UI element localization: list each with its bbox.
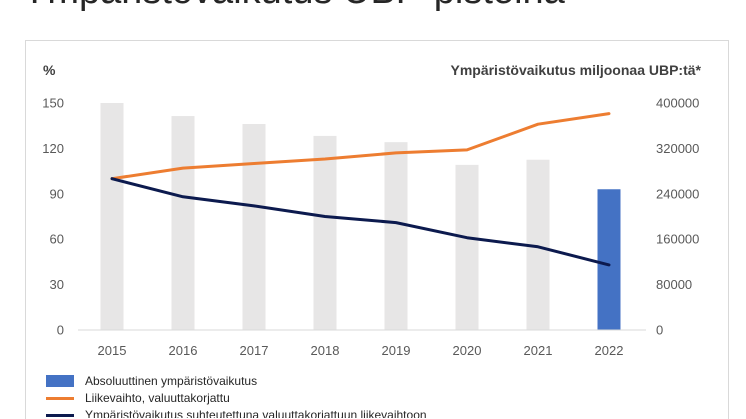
y-left-tick-label: 0 xyxy=(57,323,64,338)
x-tick-label-2019: 2019 xyxy=(382,343,411,358)
bar-2021 xyxy=(526,159,550,330)
legend-item-relative: Ympäristövaikutus suhteutettuna valuutta… xyxy=(46,406,686,418)
y-right-tick-label: 80000 xyxy=(656,277,692,292)
legend-swatch-relative-line xyxy=(46,409,74,418)
x-tick-label-2015: 2015 xyxy=(98,343,127,358)
x-tick-label-2022: 2022 xyxy=(595,343,624,358)
legend-label-relative: Ympäristövaikutus suhteutettuna valuutta… xyxy=(85,408,427,418)
y-right-tick-label: 160000 xyxy=(656,232,699,247)
bar-2017 xyxy=(242,123,266,330)
legend-label-revenue: Liikevaihto, valuuttakorjattu xyxy=(85,390,230,405)
legend-swatch-bar xyxy=(46,374,74,387)
legend-swatch-revenue-line xyxy=(46,392,74,404)
bar-2020 xyxy=(455,164,479,330)
y-right-tick-label: 240000 xyxy=(656,186,699,201)
x-tick-label-2017: 2017 xyxy=(240,343,269,358)
bar-2019 xyxy=(384,142,408,330)
chart-card xyxy=(25,40,729,419)
chart-legend: Absoluuttinen ympäristövaikutus Liikevai… xyxy=(46,372,686,419)
x-tick-label-2016: 2016 xyxy=(169,343,198,358)
bar-2015 xyxy=(100,103,124,330)
legend-item-absolute: Absoluuttinen ympäristövaikutus xyxy=(46,372,686,389)
bar-2022 xyxy=(597,189,621,330)
x-tick-label-2021: 2021 xyxy=(524,343,553,358)
page-title-clip: Ympäristövaikutus UBP-pisteinä xyxy=(22,0,722,12)
y-right-axis-title: Ympäristövaikutus miljoonaa UBP:tä* xyxy=(450,62,701,78)
y-left-tick-label: 90 xyxy=(50,186,64,201)
legend-label-absolute: Absoluuttinen ympäristövaikutus xyxy=(85,373,258,388)
y-left-tick-label: 30 xyxy=(50,277,64,292)
y-left-tick-label: 150 xyxy=(42,96,64,111)
revenue-line xyxy=(110,112,611,181)
x-tick-label-2018: 2018 xyxy=(311,343,340,358)
y-right-tick-label: 320000 xyxy=(656,141,699,156)
y-left-axis-title: % xyxy=(43,62,56,78)
y-left-tick-label: 120 xyxy=(42,141,64,156)
relative-impact-line xyxy=(110,177,611,267)
y-left-tick-label: 60 xyxy=(50,232,64,247)
x-tick-label-2020: 2020 xyxy=(453,343,482,358)
chart-svg: 0 30 60 90 120 150 0 80000 160000 240000 320000 400… xyxy=(42,62,701,358)
y-right-tick-label: 400000 xyxy=(656,96,699,111)
page-title: Ympäristövaikutus UBP-pisteinä xyxy=(22,0,722,11)
y-right-tick-label: 0 xyxy=(656,323,663,338)
legend-item-revenue: Liikevaihto, valuuttakorjattu xyxy=(46,389,686,406)
bar-2016 xyxy=(171,116,195,331)
bar-2018 xyxy=(313,135,337,330)
